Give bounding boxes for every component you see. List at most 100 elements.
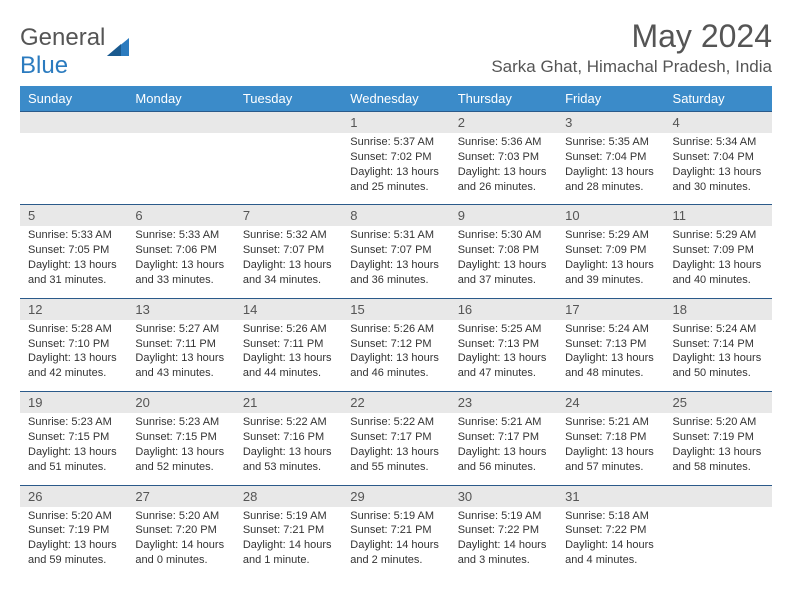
day-cell: Sunrise: 5:22 AM Sunset: 7:17 PM Dayligh… (342, 413, 449, 485)
day-cell-text: Sunrise: 5:27 AM Sunset: 7:11 PM Dayligh… (135, 322, 226, 381)
day-cell (235, 133, 342, 205)
day-number: 3 (557, 112, 664, 134)
day-number: 1 (342, 112, 449, 134)
day-cell: Sunrise: 5:36 AM Sunset: 7:03 PM Dayligh… (450, 133, 557, 205)
day-cell: Sunrise: 5:19 AM Sunset: 7:21 PM Dayligh… (342, 507, 449, 578)
day-cell-text: Sunrise: 5:36 AM Sunset: 7:03 PM Dayligh… (458, 135, 549, 194)
logo-text: General Blue (20, 24, 105, 80)
day-cell-text: Sunrise: 5:29 AM Sunset: 7:09 PM Dayligh… (565, 228, 656, 287)
calendar-body: 1234Sunrise: 5:37 AM Sunset: 7:02 PM Day… (20, 112, 772, 578)
day-number: 13 (127, 298, 234, 320)
day-number: 31 (557, 485, 664, 507)
day-cell (127, 133, 234, 205)
logo-text-blue: Blue (20, 52, 68, 79)
day-number: 29 (342, 485, 449, 507)
day-number: 24 (557, 392, 664, 414)
day-content-row: Sunrise: 5:33 AM Sunset: 7:05 PM Dayligh… (20, 226, 772, 298)
day-cell: Sunrise: 5:28 AM Sunset: 7:10 PM Dayligh… (20, 320, 127, 392)
day-cell-text: Sunrise: 5:26 AM Sunset: 7:12 PM Dayligh… (350, 322, 441, 381)
day-cell-text: Sunrise: 5:34 AM Sunset: 7:04 PM Dayligh… (673, 135, 764, 194)
day-cell-text: Sunrise: 5:19 AM Sunset: 7:21 PM Dayligh… (350, 509, 441, 568)
day-cell-text: Sunrise: 5:28 AM Sunset: 7:10 PM Dayligh… (28, 322, 119, 381)
day-number: 2 (450, 112, 557, 134)
day-number: 28 (235, 485, 342, 507)
day-number: 5 (20, 205, 127, 227)
logo: General Blue (20, 24, 129, 80)
day-cell: Sunrise: 5:18 AM Sunset: 7:22 PM Dayligh… (557, 507, 664, 578)
day-cell: Sunrise: 5:20 AM Sunset: 7:20 PM Dayligh… (127, 507, 234, 578)
day-cell-text: Sunrise: 5:19 AM Sunset: 7:22 PM Dayligh… (458, 509, 549, 568)
day-cell-text: Sunrise: 5:23 AM Sunset: 7:15 PM Dayligh… (28, 415, 119, 474)
day-cell: Sunrise: 5:33 AM Sunset: 7:05 PM Dayligh… (20, 226, 127, 298)
day-content-row: Sunrise: 5:23 AM Sunset: 7:15 PM Dayligh… (20, 413, 772, 485)
day-number-row: 567891011 (20, 205, 772, 227)
day-cell-text: Sunrise: 5:18 AM Sunset: 7:22 PM Dayligh… (565, 509, 656, 568)
day-cell-text: Sunrise: 5:26 AM Sunset: 7:11 PM Dayligh… (243, 322, 334, 381)
weekday-header: Sunday (20, 86, 127, 112)
logo-triangle-icon (107, 38, 129, 56)
day-number: 22 (342, 392, 449, 414)
day-number: 8 (342, 205, 449, 227)
day-number: 18 (665, 298, 772, 320)
day-number: 23 (450, 392, 557, 414)
day-number-row: 19202122232425 (20, 392, 772, 414)
day-cell-text: Sunrise: 5:33 AM Sunset: 7:06 PM Dayligh… (135, 228, 226, 287)
weekday-header: Thursday (450, 86, 557, 112)
day-cell: Sunrise: 5:29 AM Sunset: 7:09 PM Dayligh… (557, 226, 664, 298)
day-cell-text: Sunrise: 5:37 AM Sunset: 7:02 PM Dayligh… (350, 135, 441, 194)
day-cell-text: Sunrise: 5:31 AM Sunset: 7:07 PM Dayligh… (350, 228, 441, 287)
day-cell: Sunrise: 5:21 AM Sunset: 7:18 PM Dayligh… (557, 413, 664, 485)
day-number (20, 112, 127, 134)
day-cell: Sunrise: 5:34 AM Sunset: 7:04 PM Dayligh… (665, 133, 772, 205)
day-cell: Sunrise: 5:35 AM Sunset: 7:04 PM Dayligh… (557, 133, 664, 205)
day-cell: Sunrise: 5:20 AM Sunset: 7:19 PM Dayligh… (665, 413, 772, 485)
day-cell: Sunrise: 5:32 AM Sunset: 7:07 PM Dayligh… (235, 226, 342, 298)
day-cell: Sunrise: 5:23 AM Sunset: 7:15 PM Dayligh… (127, 413, 234, 485)
day-cell-text: Sunrise: 5:22 AM Sunset: 7:17 PM Dayligh… (350, 415, 441, 474)
day-number: 25 (665, 392, 772, 414)
weekday-header-row: Sunday Monday Tuesday Wednesday Thursday… (20, 86, 772, 112)
day-number: 21 (235, 392, 342, 414)
day-cell-text: Sunrise: 5:30 AM Sunset: 7:08 PM Dayligh… (458, 228, 549, 287)
day-cell-text: Sunrise: 5:21 AM Sunset: 7:18 PM Dayligh… (565, 415, 656, 474)
day-number: 30 (450, 485, 557, 507)
weekday-header: Wednesday (342, 86, 449, 112)
day-cell-text: Sunrise: 5:20 AM Sunset: 7:19 PM Dayligh… (28, 509, 119, 568)
weekday-header: Tuesday (235, 86, 342, 112)
day-number-row: 262728293031 (20, 485, 772, 507)
day-cell (665, 507, 772, 578)
day-cell: Sunrise: 5:29 AM Sunset: 7:09 PM Dayligh… (665, 226, 772, 298)
day-number-row: 1234 (20, 112, 772, 134)
day-content-row: Sunrise: 5:28 AM Sunset: 7:10 PM Dayligh… (20, 320, 772, 392)
day-number: 15 (342, 298, 449, 320)
day-cell: Sunrise: 5:27 AM Sunset: 7:11 PM Dayligh… (127, 320, 234, 392)
day-number (665, 485, 772, 507)
day-cell-text: Sunrise: 5:24 AM Sunset: 7:14 PM Dayligh… (673, 322, 764, 381)
day-cell: Sunrise: 5:37 AM Sunset: 7:02 PM Dayligh… (342, 133, 449, 205)
day-number (235, 112, 342, 134)
day-number: 27 (127, 485, 234, 507)
day-number: 26 (20, 485, 127, 507)
day-cell: Sunrise: 5:19 AM Sunset: 7:22 PM Dayligh… (450, 507, 557, 578)
day-number: 20 (127, 392, 234, 414)
day-number: 16 (450, 298, 557, 320)
day-cell: Sunrise: 5:33 AM Sunset: 7:06 PM Dayligh… (127, 226, 234, 298)
day-cell-text: Sunrise: 5:25 AM Sunset: 7:13 PM Dayligh… (458, 322, 549, 381)
title-block: May 2024 Sarka Ghat, Himachal Pradesh, I… (491, 18, 772, 77)
day-cell-text: Sunrise: 5:19 AM Sunset: 7:21 PM Dayligh… (243, 509, 334, 568)
day-number: 14 (235, 298, 342, 320)
day-cell-text: Sunrise: 5:32 AM Sunset: 7:07 PM Dayligh… (243, 228, 334, 287)
day-number: 17 (557, 298, 664, 320)
month-title: May 2024 (491, 18, 772, 55)
day-cell-text: Sunrise: 5:24 AM Sunset: 7:13 PM Dayligh… (565, 322, 656, 381)
weekday-header: Saturday (665, 86, 772, 112)
day-number: 4 (665, 112, 772, 134)
day-cell: Sunrise: 5:19 AM Sunset: 7:21 PM Dayligh… (235, 507, 342, 578)
day-number: 19 (20, 392, 127, 414)
day-cell-text: Sunrise: 5:33 AM Sunset: 7:05 PM Dayligh… (28, 228, 119, 287)
day-cell: Sunrise: 5:24 AM Sunset: 7:13 PM Dayligh… (557, 320, 664, 392)
day-cell-text: Sunrise: 5:20 AM Sunset: 7:20 PM Dayligh… (135, 509, 226, 568)
day-content-row: Sunrise: 5:20 AM Sunset: 7:19 PM Dayligh… (20, 507, 772, 578)
day-cell-text: Sunrise: 5:35 AM Sunset: 7:04 PM Dayligh… (565, 135, 656, 194)
day-number: 6 (127, 205, 234, 227)
